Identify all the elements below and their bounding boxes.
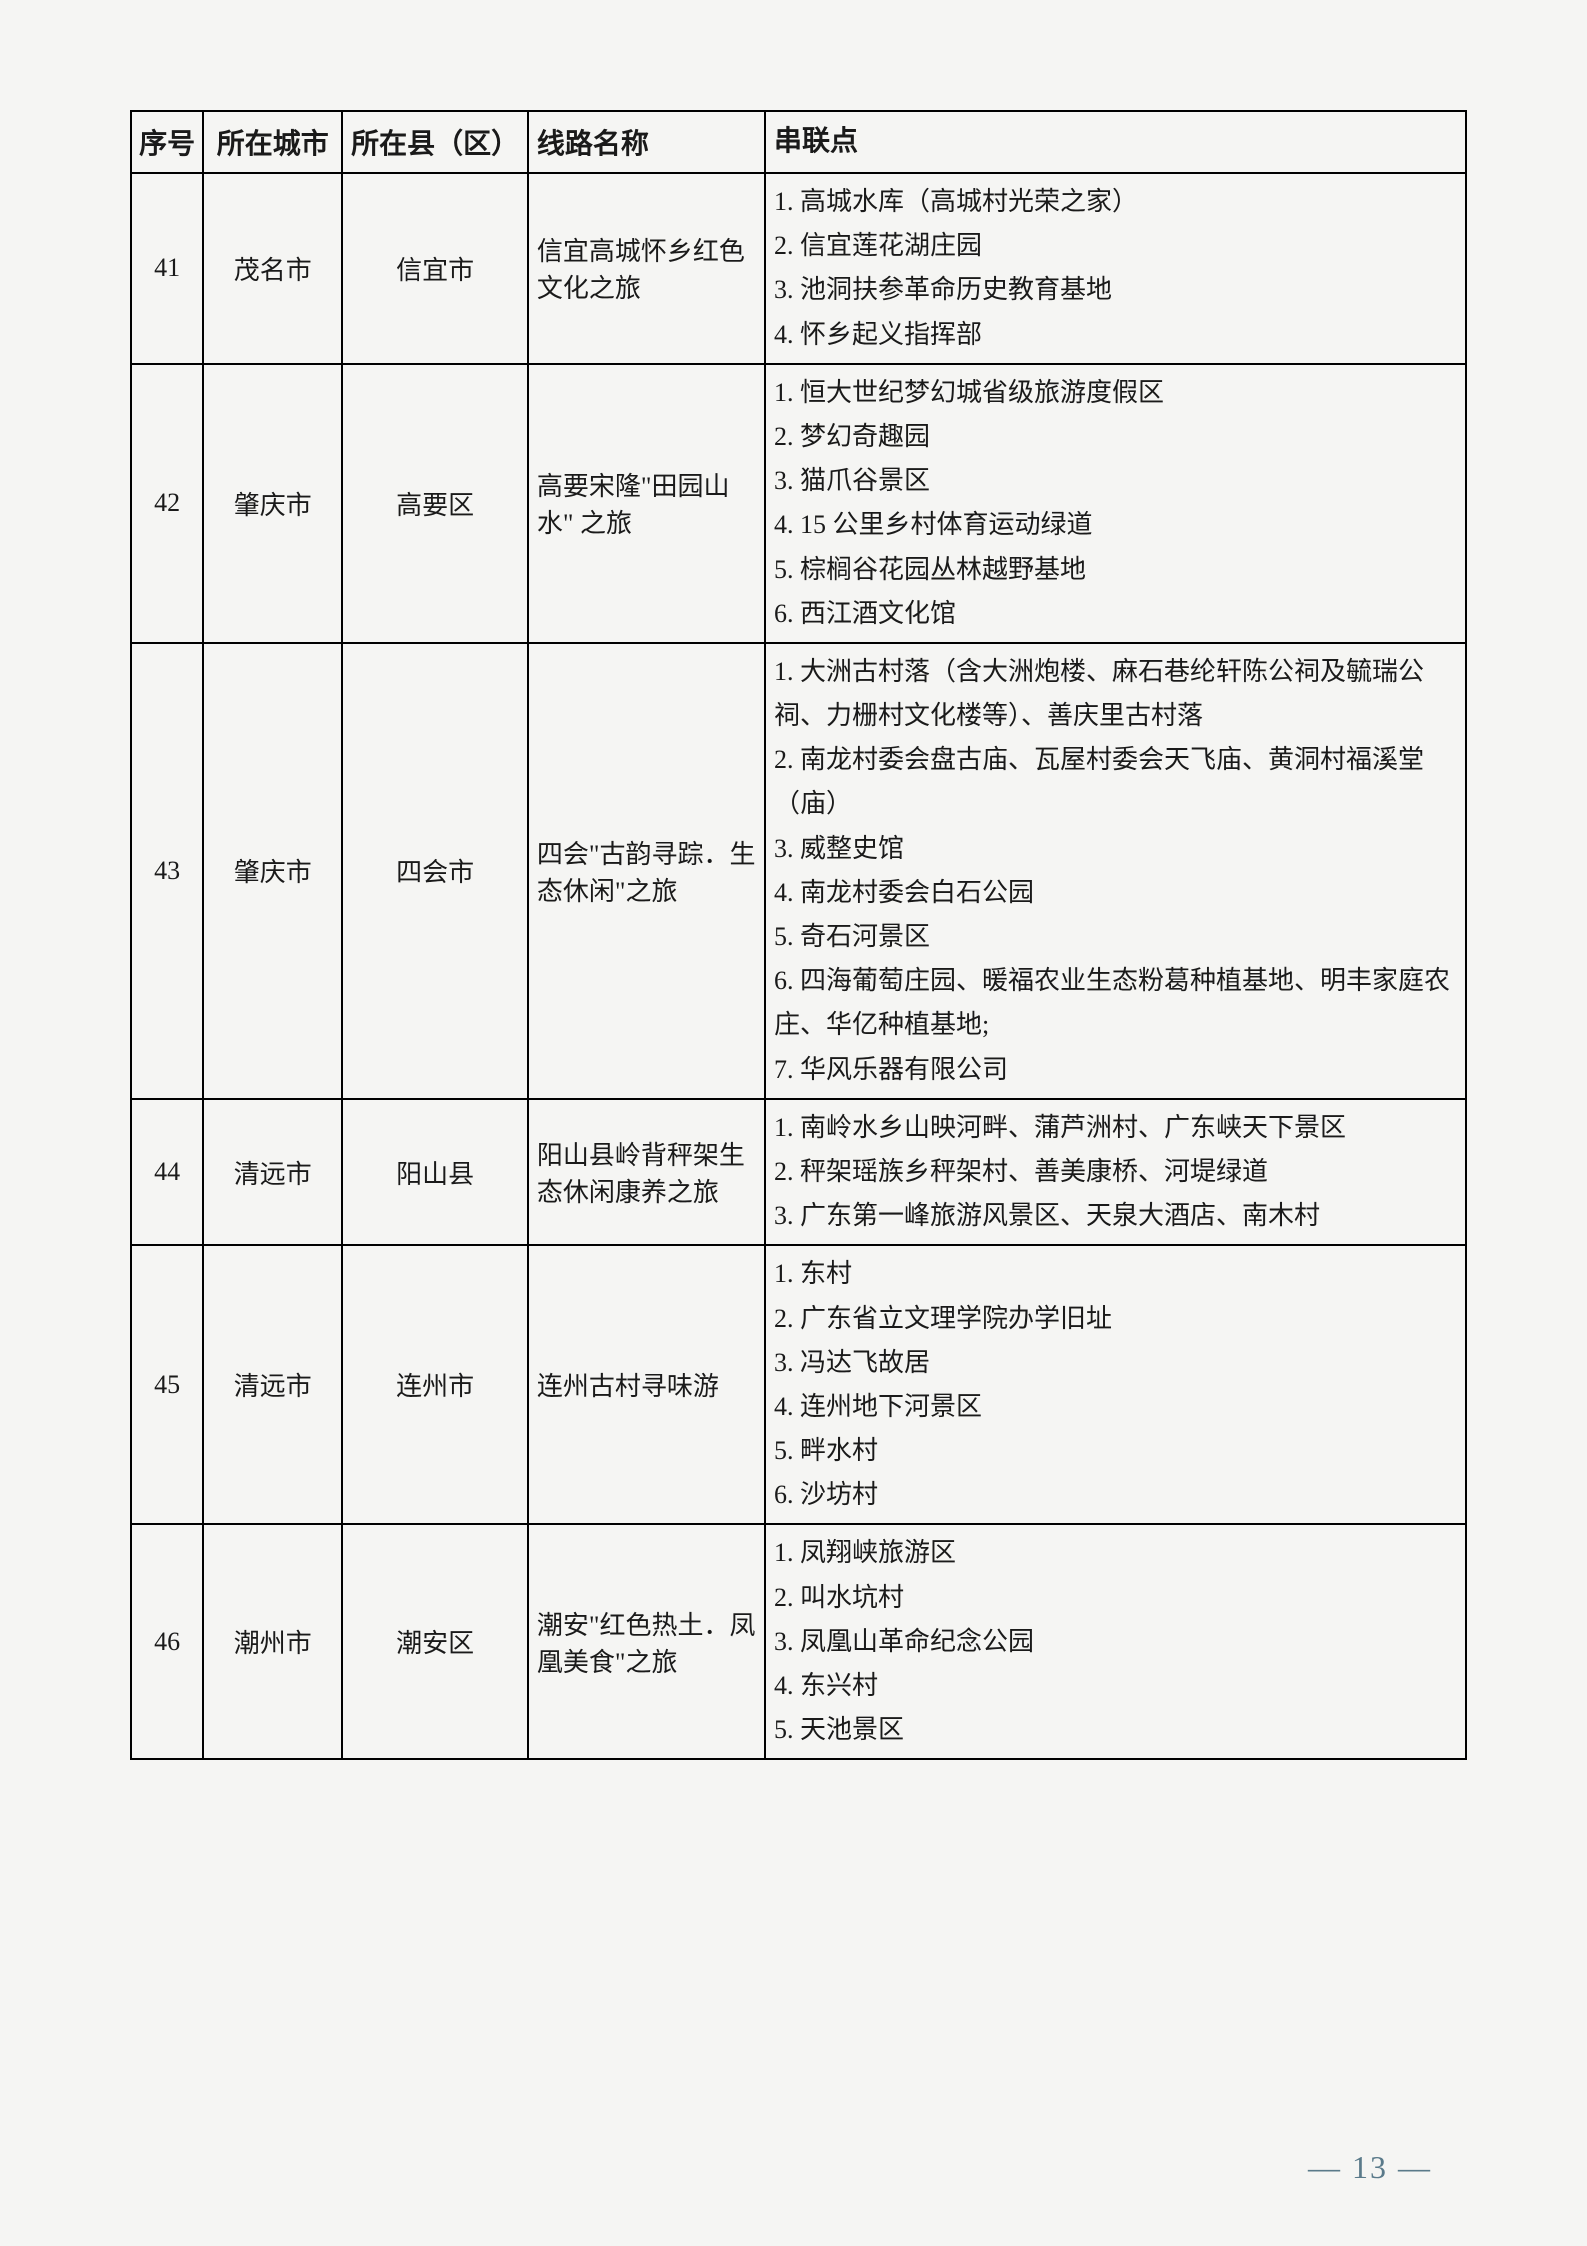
point-item: 4. 15 公里乡村体育运动绿道 <box>774 503 1457 547</box>
routes-table: 序号 所在城市 所在县（区） 线路名称 串联点 41茂名市信宜市信宜高城怀乡红色… <box>130 110 1467 1760</box>
cell-city: 肇庆市 <box>203 364 342 643</box>
point-item: 6. 四海葡萄庄园、暖福农业生态粉葛种植基地、明丰家庭农庄、华亿种植基地; <box>774 959 1457 1047</box>
cell-county: 四会市 <box>342 643 528 1099</box>
point-item: 1. 东村 <box>774 1252 1457 1296</box>
table-row: 41茂名市信宜市信宜高城怀乡红色文化之旅1. 高城水库（高城村光荣之家）2. 信… <box>131 173 1466 364</box>
cell-county: 潮安区 <box>342 1524 528 1759</box>
point-item: 7. 华风乐器有限公司 <box>774 1048 1457 1092</box>
cell-city: 茂名市 <box>203 173 342 364</box>
cell-num: 44 <box>131 1099 203 1246</box>
point-item: 1. 恒大世纪梦幻城省级旅游度假区 <box>774 371 1457 415</box>
point-item: 3. 池洞扶参革命历史教育基地 <box>774 268 1457 312</box>
cell-city: 清远市 <box>203 1245 342 1524</box>
point-item: 1. 南岭水乡山映河畔、蒲芦洲村、广东峡天下景区 <box>774 1106 1457 1150</box>
cell-route: 信宜高城怀乡红色文化之旅 <box>528 173 765 364</box>
cell-route: 四会"古韵寻踪．生态休闲"之旅 <box>528 643 765 1099</box>
cell-points: 1. 恒大世纪梦幻城省级旅游度假区2. 梦幻奇趣园3. 猫爪谷景区4. 15 公… <box>765 364 1466 643</box>
point-item: 1. 大洲古村落（含大洲炮楼、麻石巷纶轩陈公祠及毓瑞公祠、力栅村文化楼等）、善庆… <box>774 650 1457 738</box>
cell-num: 45 <box>131 1245 203 1524</box>
point-item: 4. 连州地下河景区 <box>774 1385 1457 1429</box>
cell-route: 潮安"红色热土．凤凰美食"之旅 <box>528 1524 765 1759</box>
point-item: 2. 广东省立文理学院办学旧址 <box>774 1297 1457 1341</box>
point-item: 1. 凤翔峡旅游区 <box>774 1531 1457 1575</box>
table-row: 42肇庆市高要区高要宋隆"田园山水" 之旅1. 恒大世纪梦幻城省级旅游度假区2.… <box>131 364 1466 643</box>
point-item: 2. 南龙村委会盘古庙、瓦屋村委会天飞庙、黄洞村福溪堂（庙） <box>774 738 1457 826</box>
point-item: 4. 怀乡起义指挥部 <box>774 313 1457 357</box>
table-row: 46潮州市潮安区潮安"红色热土．凤凰美食"之旅1. 凤翔峡旅游区2. 叫水坑村3… <box>131 1524 1466 1759</box>
cell-route: 高要宋隆"田园山水" 之旅 <box>528 364 765 643</box>
cell-num: 43 <box>131 643 203 1099</box>
point-item: 1. 高城水库（高城村光荣之家） <box>774 180 1457 224</box>
table-header-row: 序号 所在城市 所在县（区） 线路名称 串联点 <box>131 111 1466 173</box>
header-points: 串联点 <box>765 111 1466 173</box>
page-number: — 13 — <box>1308 2149 1432 2186</box>
header-city: 所在城市 <box>203 111 342 173</box>
cell-county: 信宜市 <box>342 173 528 364</box>
point-item: 4. 南龙村委会白石公园 <box>774 871 1457 915</box>
point-item: 4. 东兴村 <box>774 1664 1457 1708</box>
point-item: 3. 冯达飞故居 <box>774 1341 1457 1385</box>
cell-num: 41 <box>131 173 203 364</box>
point-item: 5. 天池景区 <box>774 1708 1457 1752</box>
cell-num: 42 <box>131 364 203 643</box>
cell-county: 高要区 <box>342 364 528 643</box>
cell-num: 46 <box>131 1524 203 1759</box>
cell-city: 清远市 <box>203 1099 342 1246</box>
point-item: 2. 梦幻奇趣园 <box>774 415 1457 459</box>
point-item: 2. 秤架瑶族乡秤架村、善美康桥、河堤绿道 <box>774 1150 1457 1194</box>
cell-county: 连州市 <box>342 1245 528 1524</box>
point-item: 6. 西江酒文化馆 <box>774 592 1457 636</box>
point-item: 5. 棕榈谷花园丛林越野基地 <box>774 548 1457 592</box>
cell-points: 1. 东村2. 广东省立文理学院办学旧址3. 冯达飞故居4. 连州地下河景区5.… <box>765 1245 1466 1524</box>
point-item: 3. 威整史馆 <box>774 827 1457 871</box>
point-item: 3. 猫爪谷景区 <box>774 459 1457 503</box>
point-item: 2. 信宜莲花湖庄园 <box>774 224 1457 268</box>
point-item: 5. 畔水村 <box>774 1429 1457 1473</box>
point-item: 6. 沙坊村 <box>774 1473 1457 1517</box>
cell-county: 阳山县 <box>342 1099 528 1246</box>
header-num: 序号 <box>131 111 203 173</box>
cell-city: 潮州市 <box>203 1524 342 1759</box>
header-route: 线路名称 <box>528 111 765 173</box>
point-item: 3. 凤凰山革命纪念公园 <box>774 1620 1457 1664</box>
cell-points: 1. 凤翔峡旅游区2. 叫水坑村3. 凤凰山革命纪念公园4. 东兴村5. 天池景… <box>765 1524 1466 1759</box>
cell-points: 1. 高城水库（高城村光荣之家）2. 信宜莲花湖庄园3. 池洞扶参革命历史教育基… <box>765 173 1466 364</box>
cell-points: 1. 大洲古村落（含大洲炮楼、麻石巷纶轩陈公祠及毓瑞公祠、力栅村文化楼等）、善庆… <box>765 643 1466 1099</box>
table-body: 41茂名市信宜市信宜高城怀乡红色文化之旅1. 高城水库（高城村光荣之家）2. 信… <box>131 173 1466 1759</box>
cell-city: 肇庆市 <box>203 643 342 1099</box>
table-row: 45清远市连州市连州古村寻味游1. 东村2. 广东省立文理学院办学旧址3. 冯达… <box>131 1245 1466 1524</box>
point-item: 5. 奇石河景区 <box>774 915 1457 959</box>
point-item: 2. 叫水坑村 <box>774 1576 1457 1620</box>
table-row: 44清远市阳山县阳山县岭背秤架生态休闲康养之旅1. 南岭水乡山映河畔、蒲芦洲村、… <box>131 1099 1466 1246</box>
cell-route: 连州古村寻味游 <box>528 1245 765 1524</box>
header-county: 所在县（区） <box>342 111 528 173</box>
table-row: 43肇庆市四会市四会"古韵寻踪．生态休闲"之旅1. 大洲古村落（含大洲炮楼、麻石… <box>131 643 1466 1099</box>
cell-route: 阳山县岭背秤架生态休闲康养之旅 <box>528 1099 765 1246</box>
point-item: 3. 广东第一峰旅游风景区、天泉大酒店、南木村 <box>774 1194 1457 1238</box>
cell-points: 1. 南岭水乡山映河畔、蒲芦洲村、广东峡天下景区2. 秤架瑶族乡秤架村、善美康桥… <box>765 1099 1466 1246</box>
